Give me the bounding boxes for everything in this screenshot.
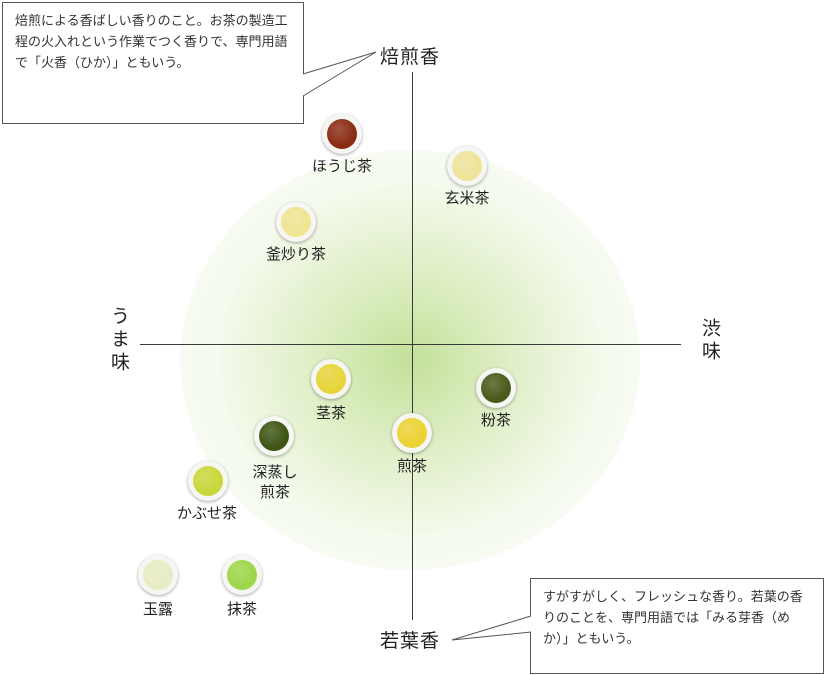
horizontal-axis [140,344,681,345]
tea-label: ほうじ茶 [311,157,372,175]
tea-label: 粉茶 [480,411,511,429]
tea-cup [476,368,516,408]
tea-cup [138,555,178,595]
center-glow [180,150,640,570]
tea-liquid [316,364,346,394]
tea-label: 茎茶 [315,404,346,422]
axis-label-right: 渋味 [699,318,721,364]
tea-cup [447,146,487,186]
tea-cup [392,413,432,453]
tea-label: 玉露 [142,600,173,618]
tea-liquid [397,418,427,448]
tea-label: 玄米茶 [444,189,490,207]
tea-label: 釜炒り茶 [265,245,326,263]
pointer-bottom [451,615,532,641]
tea-liquid [281,207,311,237]
tea-liquid [481,373,511,403]
tea-cup [322,114,362,154]
tea-cup [311,359,351,399]
vertical-axis [412,72,413,620]
note-young-leaf-aroma: すがすがしく、フレッシュな香り。若葉の香りのことを、専門用語では「みる芽香（めか… [530,578,824,674]
tea-cup [222,555,262,595]
axis-label-left: うま味 [108,306,130,375]
tea-label: かぶせ茶 [176,504,237,522]
tea-liquid [452,151,482,181]
axis-label-top: 焙煎香 [380,46,441,68]
axis-label-bottom: 若葉香 [380,630,441,652]
note-roast-aroma: 焙煎による香ばしい香りのこと。お茶の製造工程の火入れという作業でつく香りで、専門… [2,2,304,124]
tea-label: 抹茶 [226,600,257,618]
tea-label: 深蒸し 煎茶 [252,463,298,501]
tea-cup [188,461,228,501]
tea-liquid [227,560,257,590]
tea-label: 煎茶 [396,457,427,475]
pointer-top [302,51,377,97]
tea-liquid [143,560,173,590]
tea-cup [276,202,316,242]
tea-cup [254,416,294,456]
tea-liquid [327,119,357,149]
tea-liquid [193,466,223,496]
tea-liquid [259,421,289,451]
